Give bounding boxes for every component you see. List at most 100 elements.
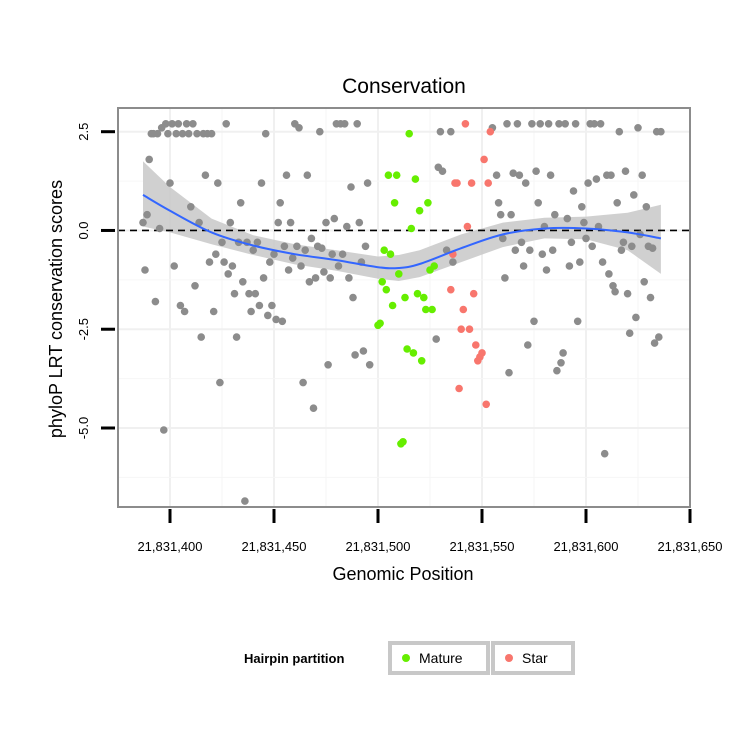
point-other xyxy=(347,183,355,191)
legend-title: Hairpin partition xyxy=(244,651,344,666)
point-other xyxy=(619,238,628,247)
point-other xyxy=(492,171,501,179)
point-other xyxy=(334,262,343,270)
point-mature xyxy=(430,262,439,270)
point-star xyxy=(467,179,476,187)
point-mature xyxy=(399,438,407,446)
point-other xyxy=(582,234,590,243)
point-other xyxy=(172,129,180,138)
point-other xyxy=(551,210,559,219)
legend-marker-mature xyxy=(402,654,410,662)
point-mature xyxy=(382,285,391,294)
point-star xyxy=(457,325,466,334)
point-other xyxy=(573,317,582,326)
point-other xyxy=(266,258,274,266)
point-other xyxy=(592,175,601,183)
point-star xyxy=(478,349,486,357)
point-other xyxy=(544,120,553,128)
point-other xyxy=(507,210,515,219)
point-other xyxy=(286,218,295,227)
point-other xyxy=(567,238,576,247)
point-other xyxy=(343,222,351,231)
point-other xyxy=(505,368,513,377)
point-other xyxy=(607,171,615,179)
point-other xyxy=(519,262,528,270)
point-other xyxy=(218,238,226,247)
point-other xyxy=(247,307,255,316)
point-other xyxy=(303,171,312,179)
point-other xyxy=(155,224,164,233)
point-other xyxy=(330,214,339,223)
point-other xyxy=(205,258,214,266)
point-star xyxy=(453,179,461,187)
point-other xyxy=(530,317,538,326)
point-other xyxy=(241,497,249,505)
point-other xyxy=(555,120,563,128)
point-other xyxy=(565,262,574,270)
point-mature xyxy=(422,305,430,314)
point-other xyxy=(628,242,636,251)
y-tick-label: -2.5 xyxy=(76,318,91,340)
point-other xyxy=(232,333,241,341)
point-other xyxy=(596,120,605,128)
point-other xyxy=(253,238,262,247)
point-other xyxy=(501,274,509,282)
point-other xyxy=(534,199,542,207)
point-other xyxy=(542,266,551,274)
point-other xyxy=(182,120,191,128)
point-other xyxy=(276,199,285,207)
point-other xyxy=(338,250,347,258)
point-other xyxy=(170,262,178,270)
point-other xyxy=(316,127,324,136)
point-mature xyxy=(405,129,414,138)
point-other xyxy=(261,129,270,138)
point-other xyxy=(449,258,457,266)
point-star xyxy=(486,127,495,136)
point-other xyxy=(615,127,624,136)
point-other xyxy=(632,313,640,322)
point-other xyxy=(216,378,224,387)
point-other xyxy=(139,218,147,227)
point-other xyxy=(349,293,357,302)
point-other xyxy=(590,120,599,128)
y-axis-title: phyloP LRT conservation scores xyxy=(46,180,66,438)
point-other xyxy=(447,127,455,136)
point-other xyxy=(625,329,634,338)
point-other xyxy=(257,179,266,187)
point-other xyxy=(189,120,197,128)
point-other xyxy=(571,120,580,128)
point-other xyxy=(187,203,195,211)
point-other xyxy=(295,124,303,132)
point-other xyxy=(228,262,237,270)
point-mature xyxy=(424,199,432,207)
point-other xyxy=(363,179,372,187)
point-other xyxy=(322,218,330,227)
point-mature xyxy=(386,250,395,258)
point-other xyxy=(249,246,257,254)
point-other xyxy=(141,266,149,274)
point-other xyxy=(345,274,353,282)
point-star xyxy=(455,384,463,393)
point-other xyxy=(657,127,665,136)
point-other xyxy=(598,258,607,266)
point-other xyxy=(605,270,613,278)
point-other xyxy=(143,210,151,219)
point-other xyxy=(553,366,561,375)
point-mature xyxy=(378,278,387,286)
point-other xyxy=(528,120,536,128)
point-other xyxy=(239,278,247,286)
point-other xyxy=(642,203,651,211)
legend-label-star: Star xyxy=(522,650,548,666)
point-mature xyxy=(376,319,384,328)
point-other xyxy=(224,270,232,278)
plot-panel xyxy=(118,108,690,507)
x-tick-label: 21,831,550 xyxy=(449,539,514,554)
point-other xyxy=(288,254,297,262)
point-mature xyxy=(420,293,428,302)
point-other xyxy=(611,287,619,296)
point-other xyxy=(515,171,524,179)
point-other xyxy=(617,246,626,254)
point-other xyxy=(328,250,337,258)
y-tick-label: -5.0 xyxy=(76,417,91,439)
